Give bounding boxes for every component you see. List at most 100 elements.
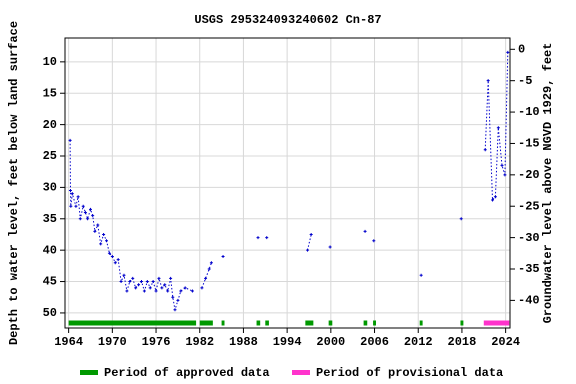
data-point — [363, 229, 367, 233]
period-bar — [199, 320, 213, 326]
data-point — [86, 217, 90, 221]
y2-tick-label: -5 — [518, 74, 532, 88]
legend-label: Period of provisional data — [316, 366, 503, 380]
period-bar — [68, 320, 197, 326]
y2-axis-label: Groundwater level above NGVD 1929, feet — [541, 43, 555, 324]
y-tick-label: 25 — [43, 149, 57, 163]
y-tick-label: 50 — [43, 306, 57, 320]
data-point — [68, 138, 72, 142]
x-tick-label: 2012 — [404, 335, 433, 349]
y-tick-label: 10 — [43, 55, 57, 69]
legend-swatch — [80, 370, 98, 375]
y2-tick-label: 0 — [518, 42, 525, 56]
y2-tick-label: -20 — [518, 168, 540, 182]
data-point — [207, 267, 211, 271]
data-point — [491, 198, 495, 202]
data-point — [500, 163, 504, 167]
period-bar — [265, 320, 269, 326]
y2-tick-label: -30 — [518, 231, 540, 245]
data-point — [200, 286, 204, 290]
x-tick-label: 1976 — [142, 335, 171, 349]
x-tick-label: 2024 — [491, 335, 520, 349]
y-tick-label: 40 — [43, 243, 57, 257]
data-point — [169, 276, 173, 280]
period-bar — [328, 320, 333, 326]
x-tick-label: 2006 — [360, 335, 389, 349]
data-point — [256, 236, 260, 240]
plot-frame — [64, 37, 511, 329]
data-point — [113, 261, 117, 265]
y2-tick-label: -10 — [518, 105, 540, 119]
data-point — [163, 283, 167, 287]
data-point — [151, 280, 155, 284]
y2-tick-label: -15 — [518, 137, 540, 151]
data-point — [116, 258, 120, 262]
x-tick-label: 2000 — [316, 335, 345, 349]
data-point — [328, 245, 332, 249]
x-tick-label: 1964 — [54, 335, 83, 349]
data-point — [88, 207, 92, 211]
data-point — [309, 232, 313, 236]
data-point — [486, 79, 490, 83]
data-point — [91, 214, 95, 218]
y2-tick-label: -35 — [518, 262, 540, 276]
y-tick-label: 20 — [43, 118, 57, 132]
data-point — [372, 239, 376, 243]
period-bar — [221, 320, 225, 326]
data-point — [506, 50, 510, 54]
data-point — [209, 261, 213, 265]
data-point — [154, 289, 158, 293]
period-bar — [256, 320, 261, 326]
data-point — [459, 217, 463, 221]
x-tick-label: 2018 — [448, 335, 477, 349]
data-point — [139, 280, 143, 284]
data-point — [496, 126, 500, 130]
data-point — [483, 148, 487, 152]
data-point — [119, 280, 123, 284]
data-point — [70, 192, 74, 196]
period-bar — [363, 320, 368, 326]
data-point — [81, 204, 85, 208]
data-point — [419, 273, 423, 277]
chart-title: USGS 295324093240602 Cn-87 — [194, 13, 381, 27]
y2-tick-label: -40 — [518, 294, 540, 308]
data-point — [102, 232, 106, 236]
y-tick-label: 30 — [43, 181, 57, 195]
data-point — [68, 189, 72, 193]
data-point — [306, 248, 310, 252]
data-point — [173, 308, 177, 312]
data-point — [107, 251, 111, 255]
y-tick-label: 45 — [43, 275, 57, 289]
data-point — [125, 289, 129, 293]
data-point — [503, 173, 507, 177]
data-point — [131, 276, 135, 280]
data-point — [122, 273, 126, 277]
data-point — [204, 276, 208, 280]
data-point — [76, 195, 80, 199]
data-point — [96, 223, 100, 227]
data-point — [74, 204, 78, 208]
data-point — [69, 204, 73, 208]
data-point — [105, 239, 109, 243]
y-tick-label: 35 — [43, 212, 57, 226]
data-point — [137, 283, 141, 287]
y-tick-label: 15 — [43, 86, 57, 100]
period-bar — [483, 320, 510, 326]
data-point — [221, 254, 225, 258]
period-bar — [419, 320, 423, 326]
y-axis-label: Depth to water level, feet below land su… — [7, 21, 21, 345]
data-point — [83, 211, 87, 215]
period-bar — [460, 320, 464, 326]
data-point — [265, 236, 269, 240]
data-point — [128, 280, 132, 284]
data-point — [78, 217, 82, 221]
data-point — [166, 289, 170, 293]
y2-tick-label: -25 — [518, 199, 540, 213]
series-line — [69, 52, 509, 310]
data-point — [493, 195, 497, 199]
data-point — [110, 254, 114, 258]
legend-label: Period of approved data — [104, 366, 270, 380]
x-tick-label: 1970 — [98, 335, 127, 349]
x-tick-label: 1994 — [273, 335, 302, 349]
